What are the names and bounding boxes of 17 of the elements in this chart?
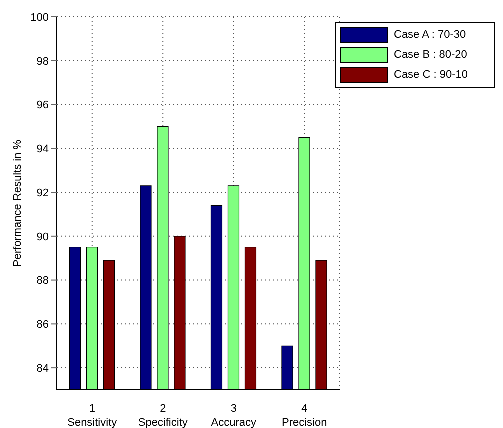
y-tick-label: 90 bbox=[36, 231, 49, 244]
y-tick-label: 98 bbox=[36, 56, 49, 68]
legend-label: Case A : 70-30 bbox=[394, 29, 466, 41]
y-tick-label: 92 bbox=[36, 187, 49, 200]
x-tick-label: 3 Accuracy bbox=[211, 403, 257, 428]
y-tick-label: 84 bbox=[36, 362, 49, 375]
y-tick-label: 86 bbox=[36, 319, 49, 332]
x-tick-label: 1 Sensitivity bbox=[68, 403, 118, 428]
legend-label: Case B : 80-20 bbox=[394, 49, 468, 61]
x-tick-label: 4 Precision bbox=[282, 403, 328, 428]
legend-label: Case C : 90-10 bbox=[394, 69, 468, 81]
y-axis-title: Performance Results in % bbox=[12, 140, 24, 268]
y-tick-label: 100 bbox=[30, 12, 49, 24]
y-tick-label: 94 bbox=[36, 144, 49, 156]
x-tick-label: 2 Specificity bbox=[138, 403, 188, 428]
y-tick-label: 96 bbox=[36, 100, 49, 112]
y-tick-label: 88 bbox=[36, 275, 49, 288]
